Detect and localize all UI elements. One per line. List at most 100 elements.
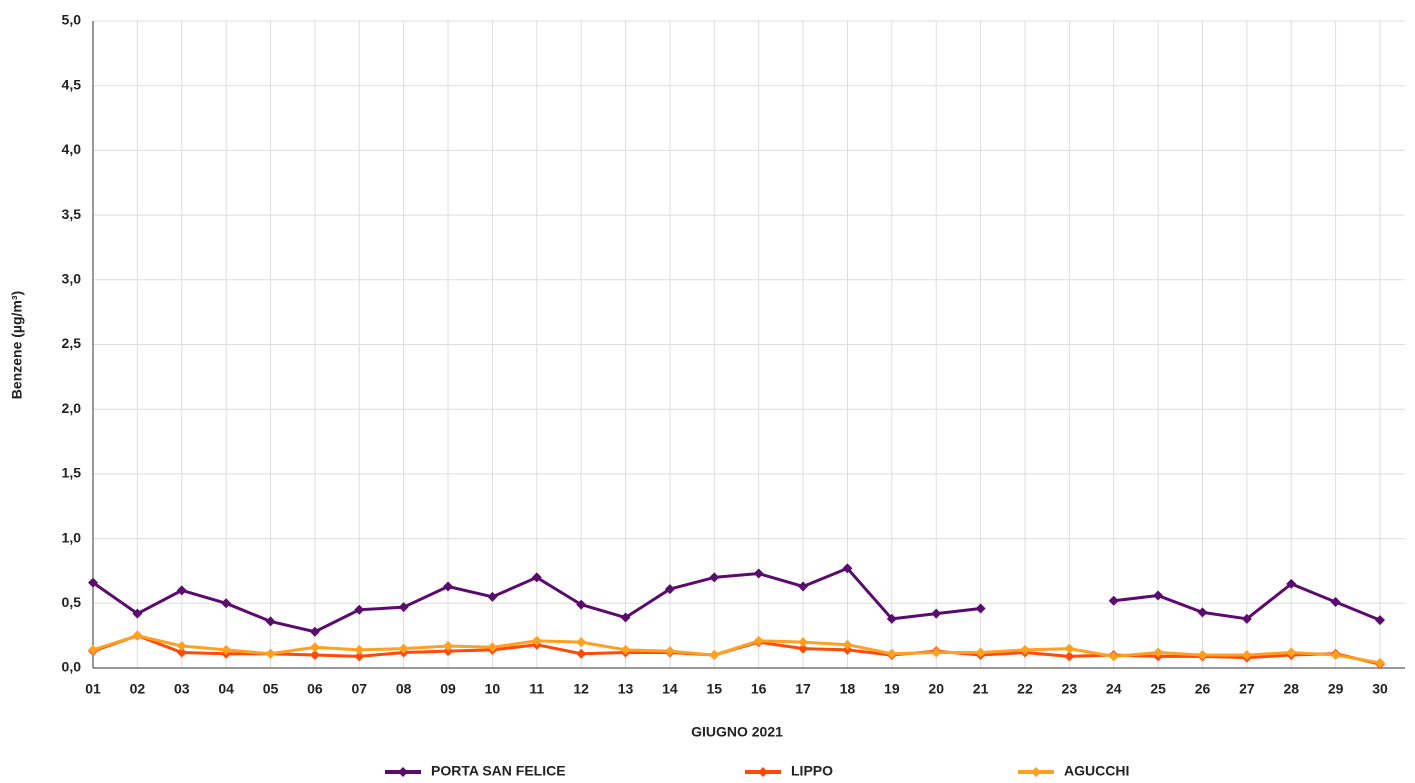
point xyxy=(443,641,454,652)
point xyxy=(309,650,320,661)
point xyxy=(753,568,764,579)
point xyxy=(1064,643,1075,654)
y-axis-title: Benzene (µg/m³) xyxy=(9,291,25,399)
x-tick-label: 04 xyxy=(218,681,234,697)
series-line xyxy=(92,634,1381,666)
point xyxy=(620,612,631,623)
x-tick-label: 15 xyxy=(707,681,723,697)
x-tick-label: 19 xyxy=(884,681,900,697)
legend-label: PORTA SAN FELICE xyxy=(431,763,566,779)
point xyxy=(709,650,720,661)
point xyxy=(842,644,853,655)
point xyxy=(1108,651,1119,662)
point xyxy=(1330,597,1341,608)
y-tick-label: 1,5 xyxy=(62,465,82,481)
y-tick-label: 3,5 xyxy=(62,206,82,222)
legend-label: LIPPO xyxy=(791,763,833,779)
legend-marker xyxy=(758,767,768,777)
point xyxy=(487,591,498,602)
x-tick-label: 29 xyxy=(1328,681,1344,697)
point xyxy=(265,616,276,627)
x-axis-title: GIUGNO 2021 xyxy=(691,724,783,740)
x-tick-label: 10 xyxy=(485,681,501,697)
x-tick-label: 06 xyxy=(307,681,323,697)
y-tick-label: 5,0 xyxy=(62,12,82,28)
point xyxy=(975,603,986,614)
point xyxy=(221,598,232,609)
point xyxy=(398,602,409,613)
x-tick-label: 22 xyxy=(1017,681,1033,697)
x-tick-label: 17 xyxy=(795,681,811,697)
point xyxy=(354,604,365,615)
point xyxy=(487,642,498,653)
point xyxy=(842,639,853,650)
point xyxy=(221,644,232,655)
legend-marker xyxy=(1031,767,1041,777)
point xyxy=(931,647,942,658)
point xyxy=(88,577,98,588)
point xyxy=(309,626,320,637)
point xyxy=(531,635,542,646)
x-tick-label: 21 xyxy=(973,681,989,697)
x-tick-label: 11 xyxy=(529,681,544,697)
point xyxy=(1241,613,1252,624)
x-tick-label: 05 xyxy=(263,681,279,697)
point xyxy=(1197,607,1208,618)
x-tick-label: 27 xyxy=(1239,681,1255,697)
legend-marker xyxy=(398,767,408,777)
point xyxy=(798,637,809,648)
x-tick-label: 26 xyxy=(1195,681,1211,697)
point xyxy=(398,643,409,654)
point xyxy=(176,647,187,658)
point xyxy=(1286,578,1297,589)
y-tick-label: 1,0 xyxy=(62,529,82,545)
x-tick-label: 25 xyxy=(1150,681,1166,697)
point xyxy=(753,635,764,646)
x-tick-label: 03 xyxy=(174,681,190,697)
point xyxy=(1153,590,1164,601)
x-tick-label: 13 xyxy=(618,681,634,697)
point xyxy=(1019,644,1030,655)
point xyxy=(931,608,942,619)
x-tick-label: 18 xyxy=(840,681,856,697)
point xyxy=(842,563,853,574)
point xyxy=(354,644,365,655)
y-tick-label: 4,0 xyxy=(62,141,82,157)
x-tick-label: 08 xyxy=(396,681,412,697)
point xyxy=(576,599,587,610)
point xyxy=(265,648,276,659)
point xyxy=(576,637,587,648)
series-line xyxy=(92,634,1381,665)
point xyxy=(664,584,675,595)
point xyxy=(132,608,143,619)
series-line xyxy=(92,566,1381,634)
x-tick-label: 28 xyxy=(1283,681,1299,697)
x-tick-label: 02 xyxy=(130,681,146,697)
point xyxy=(886,613,897,624)
y-tick-label: 3,0 xyxy=(62,271,82,287)
point xyxy=(309,642,320,653)
point xyxy=(886,648,897,659)
point xyxy=(443,581,454,592)
x-tick-label: 09 xyxy=(440,681,456,697)
x-tick-label: 20 xyxy=(928,681,944,697)
legend-label: AGUCCHI xyxy=(1064,763,1129,779)
x-tick-label: 16 xyxy=(751,681,767,697)
point xyxy=(798,643,809,654)
point xyxy=(1375,657,1385,668)
x-tick-label: 07 xyxy=(351,681,367,697)
point xyxy=(798,581,809,592)
point xyxy=(975,647,986,658)
x-tick-label: 24 xyxy=(1106,681,1122,697)
point xyxy=(132,630,143,641)
point xyxy=(176,641,187,652)
y-tick-label: 0,0 xyxy=(62,659,82,675)
point xyxy=(1153,647,1164,658)
x-tick-label: 01 xyxy=(85,681,101,697)
point xyxy=(1197,650,1208,661)
y-tick-label: 2,5 xyxy=(62,335,82,351)
point xyxy=(620,644,631,655)
point xyxy=(176,585,187,596)
point xyxy=(1108,595,1119,606)
y-tick-label: 4,5 xyxy=(62,76,82,92)
